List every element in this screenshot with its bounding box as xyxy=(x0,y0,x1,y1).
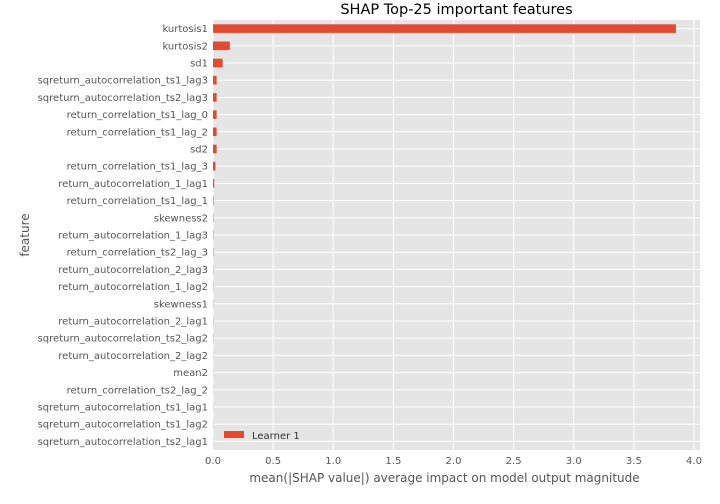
y-tick-label: mean2 xyxy=(173,368,208,379)
y-tick-label: sd2 xyxy=(190,145,208,156)
bar xyxy=(213,58,223,68)
bar xyxy=(213,41,230,51)
y-tick-label: return_autocorrelation_2_lag1 xyxy=(58,317,208,328)
y-tick-label: sqreturn_autocorrelation_ts1_lag1 xyxy=(38,403,208,414)
y-tick-label: return_correlation_ts1_lag_1 xyxy=(67,196,208,207)
y-tick-label: sd1 xyxy=(190,59,208,70)
y-tick-label: return_autocorrelation_2_lag3 xyxy=(58,265,208,276)
y-tick-label: sqreturn_autocorrelation_ts1_lag3 xyxy=(38,76,208,87)
x-tick-label: 1.0 xyxy=(325,456,341,467)
legend-swatch xyxy=(224,431,244,438)
legend: Learner 1 xyxy=(224,431,300,442)
chart-title: SHAP Top-25 important features xyxy=(340,2,572,18)
x-tick-label: 2.5 xyxy=(506,456,522,467)
x-tick-label: 3.0 xyxy=(566,456,582,467)
y-tick-label: return_autocorrelation_2_lag2 xyxy=(58,351,208,362)
x-tick-label: 1.5 xyxy=(385,456,401,467)
x-tick-label: 3.5 xyxy=(626,456,642,467)
bars xyxy=(213,24,676,446)
legend-label: Learner 1 xyxy=(252,431,300,442)
y-tick-label: return_correlation_ts2_lag_3 xyxy=(67,248,208,259)
bar xyxy=(213,179,215,188)
x-axis-label: mean(|SHAP value|) average impact on mod… xyxy=(249,471,639,485)
y-tick-label: return_correlation_ts1_lag_3 xyxy=(67,162,208,173)
y-tick-label: kurtosis2 xyxy=(162,41,208,52)
y-tick-label: sqreturn_autocorrelation_ts2_lag2 xyxy=(38,334,208,345)
y-tick-label: skewness1 xyxy=(154,299,208,310)
y-tick-label: return_correlation_ts1_lag_2 xyxy=(67,127,208,138)
y-tick-label: return_autocorrelation_1_lag1 xyxy=(58,179,208,190)
x-tick-label: 2.0 xyxy=(446,456,462,467)
x-tick-labels: 0.0 0.5 1.0 1.5 2.0 2.5 3.0 3.5 4.0 xyxy=(205,456,702,467)
bar xyxy=(213,127,217,137)
y-tick-label: return_correlation_ts1_lag_0 xyxy=(67,110,208,121)
x-tick-label: 0.0 xyxy=(205,456,221,467)
bar xyxy=(213,144,217,154)
x-tick-label: 0.5 xyxy=(265,456,281,467)
x-tick-label: 4.0 xyxy=(686,456,702,467)
bar xyxy=(213,24,676,33)
y-tick-label: kurtosis1 xyxy=(162,24,208,35)
y-tick-label: return_autocorrelation_1_lag2 xyxy=(58,282,208,293)
y-tick-label: return_autocorrelation_1_lag3 xyxy=(58,231,208,242)
bar xyxy=(213,93,217,102)
y-tick-label: return_correlation_ts2_lag_2 xyxy=(67,385,208,396)
bar xyxy=(213,161,216,171)
y-axis-label: feature xyxy=(18,213,32,256)
y-tick-label: skewness2 xyxy=(154,213,208,224)
y-tick-label: sqreturn_autocorrelation_ts1_lag2 xyxy=(38,420,208,431)
y-tick-label: sqreturn_autocorrelation_ts2_lag1 xyxy=(38,437,208,448)
y-tick-label: sqreturn_autocorrelation_ts2_lag3 xyxy=(38,93,208,104)
bar xyxy=(213,75,217,85)
bar xyxy=(213,110,217,119)
y-tick-labels: kurtosis1 kurtosis2 sd1 sqreturn_autocorrel… xyxy=(38,24,208,448)
